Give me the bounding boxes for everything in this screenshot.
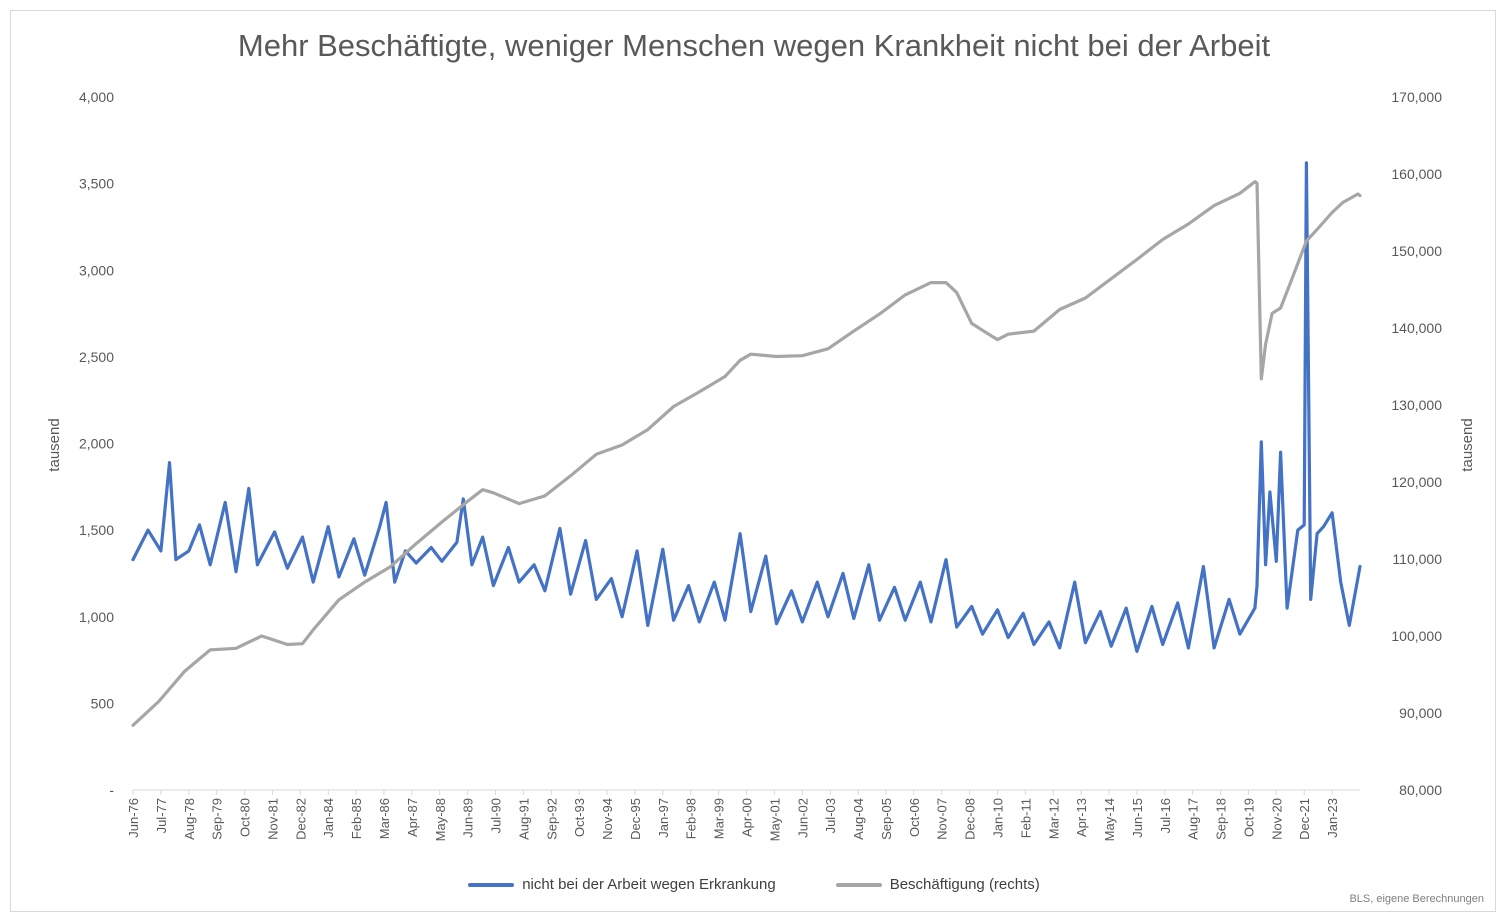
y-left-tick-label: - (109, 782, 114, 798)
x-tick-label: Dec-82 (293, 798, 308, 840)
series-lines (131, 161, 1362, 727)
x-tick-label: Mar-86 (377, 798, 392, 839)
legend-label-sick: nicht bei der Arbeit wegen Erkrankung (522, 876, 776, 893)
x-tick-label: Oct-06 (907, 798, 922, 837)
x-tick-label: Sep-92 (544, 798, 559, 840)
x-tick-label: Dec-95 (628, 798, 643, 840)
y-left-tick-label: 2,500 (79, 349, 114, 365)
y-left-tick-label: 3,000 (79, 262, 114, 278)
y-left-tick-label: 3,500 (79, 176, 114, 192)
x-tick-label: Apr-13 (1074, 798, 1089, 837)
x-tick-label: Dec-08 (963, 798, 978, 840)
x-tick-label: May-88 (433, 798, 448, 841)
x-tick-label: Nov-20 (1269, 798, 1284, 840)
x-tick-label: Nov-94 (600, 798, 615, 840)
y-right-tick-label: 160,000 (1391, 166, 1442, 182)
series-line-employment (131, 180, 1362, 727)
x-tick-label: Oct-93 (572, 798, 587, 837)
x-tick-label: Jul-77 (154, 798, 169, 833)
y-right-tick-label: 170,000 (1391, 89, 1442, 105)
x-tick-label: Jan-97 (656, 798, 671, 838)
x-tick-label: Feb-11 (1018, 798, 1033, 838)
legend-item-sick: nicht bei der Arbeit wegen Erkrankung (468, 876, 776, 893)
x-tick-label: Jul-03 (823, 798, 838, 833)
legend-swatch-sick (468, 882, 515, 887)
y-right-tick-label: 110,000 (1392, 551, 1442, 567)
y-right-tick-label: 150,000 (1391, 243, 1442, 259)
x-tick-label: Dec-21 (1297, 798, 1312, 840)
y-right-tick-label: 100,000 (1391, 628, 1442, 644)
legend-swatch-employment (835, 882, 882, 887)
x-tick-label: Aug-04 (851, 798, 866, 840)
x-tick-label: May-14 (1102, 798, 1117, 841)
source-note: BLS, eigene Berechnungen (1349, 893, 1484, 905)
x-tick-label: Aug-17 (1186, 798, 1201, 840)
x-tick-label: Apr-00 (740, 798, 755, 837)
x-tick-label: Jun-89 (461, 798, 476, 838)
y-right-ticks: 80,000 90,000 100,000 110,000 120,000 130,000… (1391, 89, 1442, 798)
x-tick-label: Aug-91 (516, 798, 531, 840)
y-right-tick-label: 80,000 (1399, 782, 1442, 798)
y-left-tick-label: 4,000 (79, 89, 114, 105)
x-tick-label: Feb-85 (349, 798, 364, 839)
y-right-tick-label: 130,000 (1391, 397, 1442, 413)
legend-item-employment: Beschäftigung (rechts) (835, 876, 1040, 893)
x-tick-label: Aug-78 (182, 798, 197, 840)
x-tick-label: Sep-18 (1214, 798, 1229, 840)
y-axis-right-label: tausend (1459, 418, 1476, 471)
x-tick-label: Jun-02 (795, 798, 810, 838)
chart-frame (10, 10, 1496, 912)
y-left-tick-label: 1,000 (79, 609, 114, 625)
x-tick-label: Nov-81 (265, 798, 280, 840)
x-tick-label: May-01 (767, 798, 782, 841)
legend-label-employment: Beschäftigung (rechts) (889, 876, 1040, 893)
x-tick-label: Oct-80 (238, 798, 253, 837)
x-tick-label: Nov-07 (935, 798, 950, 840)
y-left-tick-label: 1,500 (79, 522, 114, 538)
x-tick-label: Apr-87 (405, 798, 420, 837)
x-tick-label: Feb-98 (684, 798, 699, 839)
y-left-ticks: - 500 1,000 1,500 2,000 2,500 3,000 3,500 4,000 (79, 89, 114, 798)
x-tick-label: Sep-79 (210, 798, 225, 840)
x-tick-label: Jan-84 (321, 798, 336, 838)
x-tick-label: Jan-23 (1325, 798, 1340, 838)
y-left-tick-label: 2,000 (79, 436, 114, 452)
y-right-tick-label: 90,000 (1399, 705, 1442, 721)
y-right-tick-label: 120,000 (1391, 474, 1442, 490)
chart-title: Mehr Beschäftigte, weniger Menschen wege… (237, 28, 1271, 63)
y-right-tick-label: 140,000 (1391, 320, 1442, 336)
x-tick-label: Oct-19 (1241, 798, 1256, 837)
x-ticks: Jun-76 Jul-77 Aug-78 Sep-79 Oct-80 Nov-81 Dec-… (126, 790, 1340, 841)
x-tick-label: Mar-12 (1046, 798, 1061, 839)
x-tick-label: Mar-99 (712, 798, 727, 839)
x-tick-label: Jul-16 (1158, 798, 1173, 833)
x-tick-label: Sep-05 (879, 798, 894, 840)
series-line-sick (131, 161, 1362, 653)
x-tick-label: Jun-76 (126, 798, 141, 838)
chart-legend: nicht bei der Arbeit wegen Erkrankung Be… (0, 876, 1508, 893)
x-tick-label: Jan-10 (990, 798, 1005, 838)
y-axis-left-label: tausend (46, 418, 63, 471)
x-tick-label: Jun-15 (1130, 798, 1145, 838)
y-left-tick-label: 500 (91, 695, 115, 711)
x-tick-label: Jul-90 (489, 798, 504, 833)
